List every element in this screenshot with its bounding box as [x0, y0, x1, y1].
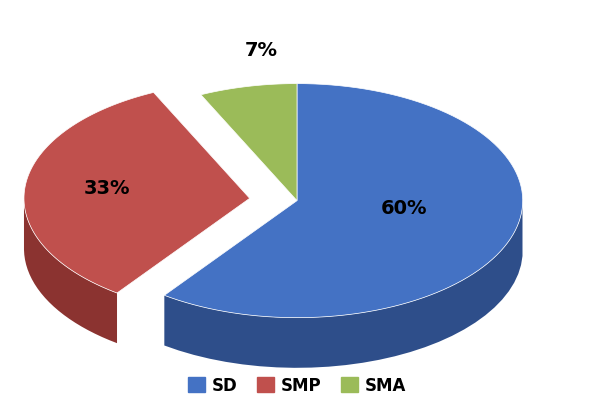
Polygon shape — [201, 84, 297, 201]
Polygon shape — [165, 84, 523, 318]
Text: 7%: 7% — [245, 41, 278, 60]
Text: 33%: 33% — [84, 178, 130, 198]
Polygon shape — [165, 206, 523, 368]
Legend: SD, SMP, SMA: SD, SMP, SMA — [181, 370, 413, 401]
Text: 60%: 60% — [381, 199, 427, 219]
Polygon shape — [24, 92, 249, 293]
Polygon shape — [24, 200, 117, 343]
